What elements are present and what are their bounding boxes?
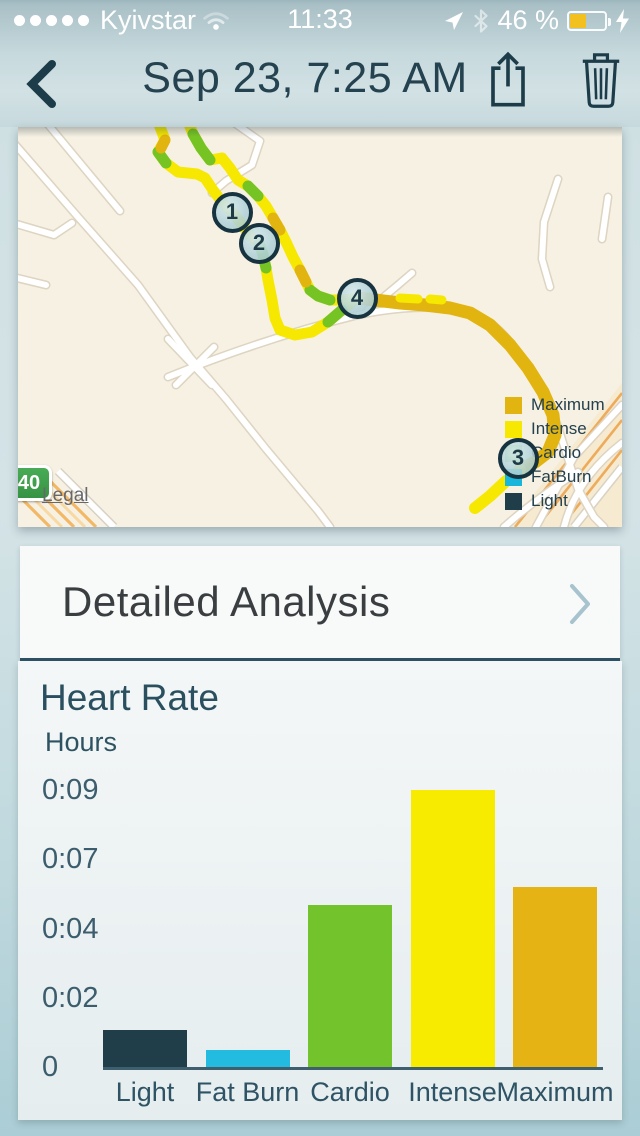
legend-label: Cardio (531, 443, 582, 462)
heart-rate-chart: Heart Rate Hours 0 0:02 0:04 0:07 0:09 Light F… (18, 661, 622, 1120)
y-tick-label: 0:07 (42, 843, 99, 876)
charging-bolt-icon (616, 8, 629, 33)
bar-light (103, 1030, 187, 1067)
share-button[interactable] (484, 50, 532, 110)
legend-swatch (505, 492, 522, 510)
signal-dot (78, 15, 89, 26)
nav-bar: Sep 23, 7:25 AM (0, 40, 640, 127)
signal-dot (30, 15, 41, 26)
bluetooth-icon (474, 8, 489, 33)
map-canvas (18, 127, 622, 527)
y-tick-label: 0 (42, 1051, 59, 1083)
x-tick-label: Intense (408, 1077, 497, 1107)
x-tick-label: Fat Burn (195, 1077, 300, 1107)
clock: 11:33 (287, 4, 353, 34)
x-tick-label: Light (115, 1077, 175, 1107)
bar-cardio (308, 905, 392, 1067)
page-title: Sep 23, 7:25 AM (142, 54, 468, 102)
legend-label: Intense (531, 419, 587, 438)
chart-y-axis-label: Hours (45, 727, 118, 757)
wifi-icon (203, 11, 229, 30)
route-marker-3[interactable]: 3 (497, 437, 539, 479)
section-divider (20, 658, 620, 661)
legend-label: FatBurn (531, 467, 592, 486)
bar-maximum (513, 886, 597, 1067)
header: Kyivstar 11:33 46 % (0, 0, 640, 127)
legend-label: Maximum (531, 395, 605, 414)
battery-fill (570, 13, 586, 28)
carrier-label: Kyivstar (100, 5, 197, 35)
battery-icon (567, 10, 611, 31)
status-bar: Kyivstar 11:33 46 % (0, 0, 640, 40)
signal-dot (14, 15, 25, 26)
y-tick-label: 0:09 (42, 774, 99, 806)
speed-limit-sign: 40 (18, 465, 52, 501)
legend-swatch (505, 420, 522, 438)
detailed-analysis-label: Detailed Analysis (62, 578, 391, 625)
trash-icon (582, 53, 620, 108)
battery-percent-label: 46 % (497, 5, 559, 35)
route-marker-4[interactable]: 4 (336, 277, 378, 319)
x-tick-label: Cardio (310, 1077, 390, 1107)
legend-row: Maximum (505, 393, 605, 417)
bar-fat-burn (205, 1050, 290, 1067)
chevron-right-icon (568, 582, 592, 626)
route-marker-1[interactable]: 1 (211, 191, 253, 233)
bar-intense (410, 790, 495, 1067)
legend-label: Light (531, 491, 568, 510)
y-tick-label: 0:02 (42, 981, 99, 1014)
chart-title: Heart Rate (40, 677, 219, 718)
route-marker-2[interactable]: 2 (238, 222, 280, 264)
signal-strength-icon (14, 15, 89, 26)
legal-link[interactable]: Legal (42, 485, 89, 506)
legend-row: Intense (505, 417, 605, 441)
chart-baseline (103, 1067, 603, 1070)
location-arrow-icon (445, 11, 464, 30)
trash-button[interactable] (578, 50, 624, 110)
share-icon (491, 51, 525, 107)
back-button[interactable] (22, 58, 62, 110)
legend-swatch (505, 396, 522, 414)
signal-dot (62, 15, 73, 26)
y-tick-label: 0:04 (42, 912, 99, 945)
legend-row: Light (505, 489, 605, 513)
signal-dot (46, 15, 57, 26)
x-tick-label: Maximum (496, 1077, 614, 1107)
detailed-analysis-row[interactable]: Detailed Analysis (20, 546, 620, 658)
